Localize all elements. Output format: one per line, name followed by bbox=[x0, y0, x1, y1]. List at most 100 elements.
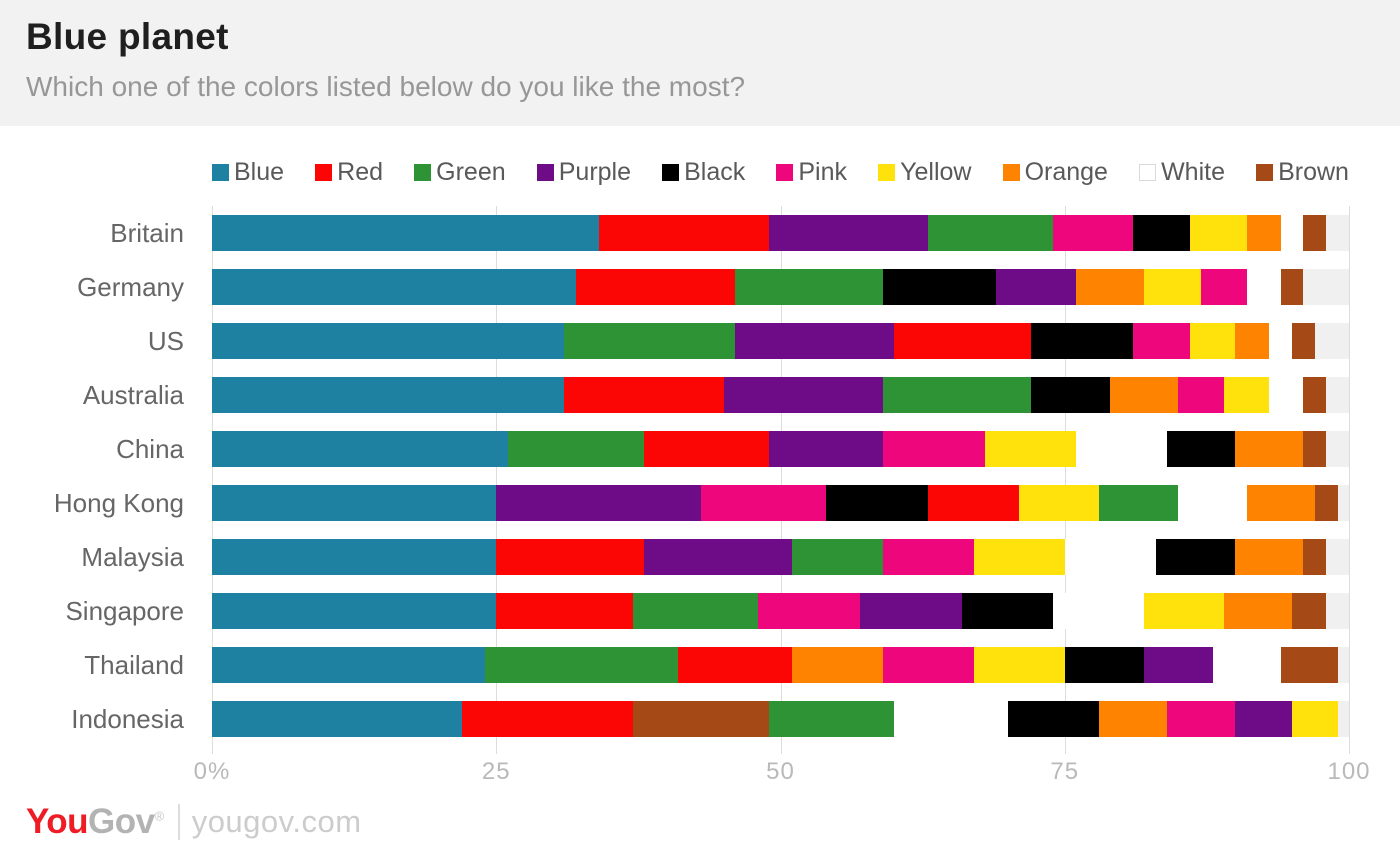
legend-item-purple: Purple bbox=[536, 158, 631, 187]
logo-you-text: You bbox=[26, 802, 89, 841]
bar-segment-green bbox=[928, 215, 1054, 251]
bar-segment-red bbox=[496, 593, 633, 629]
bar-segment-black bbox=[1030, 323, 1133, 359]
gridline-25 bbox=[496, 206, 498, 754]
bar-row-singapore: Singapore bbox=[0, 584, 1400, 638]
x-tick-label-0: 0% bbox=[193, 758, 231, 785]
chart-subtitle: Which one of the colors listed below do … bbox=[26, 71, 746, 102]
bar-segment-orange bbox=[1235, 323, 1270, 359]
bar-track bbox=[212, 593, 1349, 629]
country-label-australia: Australia bbox=[82, 379, 184, 410]
bar-segment-orange bbox=[1246, 215, 1281, 251]
logo-gov-text: Gov bbox=[88, 802, 155, 841]
bar-segment-purple bbox=[769, 215, 929, 251]
legend-item-orange: Orange bbox=[1002, 158, 1108, 187]
bar-segment-white bbox=[1246, 269, 1281, 305]
bar-segment-blue bbox=[212, 647, 485, 683]
bar-segment-blue bbox=[212, 323, 565, 359]
legend-swatch-yellow-icon bbox=[878, 164, 896, 181]
bar-segment-red bbox=[564, 377, 724, 413]
bar-row-hong-kong: Hong Kong bbox=[0, 476, 1400, 530]
bar-segment-purple bbox=[735, 323, 895, 359]
bar-track bbox=[212, 701, 1349, 737]
bar-segment-green bbox=[632, 593, 758, 629]
bar-segment-red bbox=[462, 701, 633, 737]
bar-segment-black bbox=[1007, 701, 1099, 737]
bar-segment-pink bbox=[882, 431, 986, 467]
legend-item-green: Green bbox=[414, 158, 506, 187]
bar-segment-pink bbox=[1053, 215, 1133, 251]
bar-segment-red bbox=[496, 539, 645, 575]
bar-segment-purple bbox=[723, 377, 883, 413]
legend-item-red: Red bbox=[315, 158, 383, 187]
country-label-thailand: Thailand bbox=[84, 649, 184, 680]
country-label-indonesia: Indonesia bbox=[71, 703, 184, 734]
bar-segment-pink bbox=[882, 647, 974, 683]
bar-segment-pink bbox=[700, 485, 826, 521]
bar-segment-purple bbox=[1235, 701, 1293, 737]
x-tick-label-75: 75 bbox=[1050, 758, 1080, 785]
rows: Britain Germany US Australia China Hong Kong M… bbox=[0, 206, 1400, 746]
legend-swatch-purple-icon bbox=[536, 164, 554, 181]
legend-item-pink: Pink bbox=[776, 158, 847, 187]
bar-segment-orange bbox=[1076, 269, 1145, 305]
legend-label: Purple bbox=[558, 158, 631, 186]
bar-segment-brown bbox=[1303, 215, 1327, 251]
bar-segment-purple bbox=[996, 269, 1077, 305]
bar-track bbox=[212, 431, 1349, 467]
legend-swatch-green-icon bbox=[414, 164, 432, 181]
bar-segment-blue bbox=[212, 701, 463, 737]
gridline-0 bbox=[212, 206, 213, 754]
country-label-malaysia: Malaysia bbox=[81, 541, 184, 572]
bar-segment-brown bbox=[1314, 485, 1338, 521]
bar-segment-green bbox=[484, 647, 679, 683]
legend-swatch-black-icon bbox=[662, 164, 680, 181]
legend-item-blue: Blue bbox=[212, 158, 284, 187]
bar-segment-purple bbox=[496, 485, 701, 521]
bar-segment-green bbox=[564, 323, 736, 359]
bar-segment-pink bbox=[757, 593, 861, 629]
bar-track bbox=[212, 215, 1349, 251]
bar-segment-pink bbox=[1178, 377, 1224, 413]
legend: Blue Red Green Purple Black Pink Yellow Orange W… bbox=[212, 158, 1349, 187]
legend-item-black: Black bbox=[662, 158, 745, 187]
header: Blue planet Which one of the colors list… bbox=[0, 0, 1400, 126]
bar-segment-brown bbox=[1303, 539, 1327, 575]
bar-segment-orange bbox=[1246, 485, 1315, 521]
bar-segment-yellow bbox=[1144, 593, 1224, 629]
bar-segment-white bbox=[1269, 323, 1293, 359]
bar-segment-white bbox=[1212, 647, 1281, 683]
gridline-75 bbox=[1064, 206, 1066, 754]
bar-segment-green bbox=[507, 431, 645, 467]
bar-segment-yellow bbox=[973, 539, 1065, 575]
bar-segment-black bbox=[1030, 377, 1111, 413]
bar-row-australia: Australia bbox=[0, 368, 1400, 422]
bar-track bbox=[212, 323, 1349, 359]
plot-area: Britain Germany US Australia China Hong Kong M… bbox=[0, 206, 1400, 790]
bar-segment-white bbox=[1053, 593, 1145, 629]
bar-segment-yellow bbox=[973, 647, 1065, 683]
bar-segment-red bbox=[575, 269, 735, 305]
x-axis: 0% 25 50 75 100 bbox=[194, 746, 1370, 790]
bar-segment-brown bbox=[1280, 647, 1338, 683]
bar-segment-black bbox=[825, 485, 929, 521]
bar-row-thailand: Thailand bbox=[0, 638, 1400, 692]
legend-label: Brown bbox=[1278, 158, 1349, 186]
bar-segment-white bbox=[1269, 377, 1304, 413]
bar-segment-red bbox=[598, 215, 770, 251]
x-tick-label-100: 100 bbox=[1327, 758, 1371, 785]
legend-label: Red bbox=[337, 158, 384, 186]
bar-segment-yellow bbox=[1189, 215, 1247, 251]
bar-track bbox=[212, 539, 1349, 575]
footer-divider bbox=[177, 804, 180, 840]
bar-segment-orange bbox=[1098, 701, 1168, 737]
bar-segment-black bbox=[1155, 539, 1236, 575]
bar-segment-brown bbox=[1280, 269, 1304, 305]
legend-label: Green bbox=[436, 158, 506, 186]
bar-segment-yellow bbox=[1223, 377, 1270, 413]
legend-swatch-red-icon bbox=[315, 164, 333, 181]
registered-mark-icon: ® bbox=[154, 808, 165, 824]
legend-item-brown: Brown bbox=[1256, 158, 1349, 187]
country-label-china: China bbox=[116, 433, 184, 464]
legend-swatch-white-icon bbox=[1139, 164, 1157, 181]
